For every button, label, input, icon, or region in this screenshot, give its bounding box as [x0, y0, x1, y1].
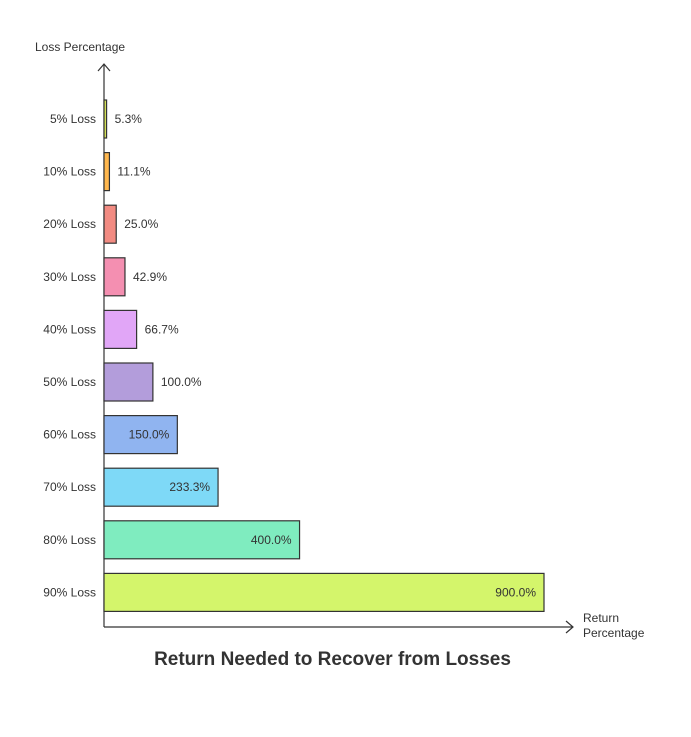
- value-label-1: 11.1%: [117, 165, 150, 179]
- value-label-3: 42.9%: [133, 270, 167, 284]
- x-axis-title-line1: Return: [583, 611, 619, 625]
- category-label-0: 5% Loss: [50, 112, 96, 126]
- value-label-5: 100.0%: [161, 375, 202, 389]
- bar-4: [103, 309, 138, 349]
- chart-title: Return Needed to Recover from Losses: [154, 649, 511, 670]
- bar-1: [103, 152, 111, 192]
- value-label-0: 5.3%: [115, 112, 143, 126]
- value-label-8: 400.0%: [251, 533, 292, 547]
- category-label-5: 50% Loss: [43, 375, 96, 389]
- value-label-9: 900.0%: [495, 585, 536, 599]
- y-axis-arrow: [97, 63, 111, 72]
- category-label-8: 80% Loss: [43, 533, 96, 547]
- bars-group: [103, 99, 545, 613]
- bar-0: [103, 99, 108, 139]
- bar-2: [103, 204, 117, 244]
- bar-5: [103, 362, 154, 402]
- bar-6: [103, 415, 178, 455]
- x-axis-arrow: [565, 620, 574, 634]
- bar-7: [103, 467, 219, 507]
- value-label-4: 66.7%: [145, 322, 179, 336]
- value-label-6: 150.0%: [129, 428, 170, 442]
- category-label-7: 70% Loss: [43, 480, 96, 494]
- category-labels: 5% Loss 10% Loss 20% Loss 30% Loss 40% Loss 5…: [43, 112, 96, 599]
- category-label-9: 90% Loss: [43, 585, 96, 599]
- category-label-4: 40% Loss: [43, 322, 96, 336]
- category-label-3: 30% Loss: [43, 270, 96, 284]
- x-axis-title-line2: Percentage: [583, 626, 645, 640]
- value-label-2: 25.0%: [124, 217, 158, 231]
- value-labels: 5.3% 11.1% 25.0% 42.9% 66.7% 100.0% 150.0% 233.…: [115, 112, 537, 599]
- bar-3: [103, 257, 126, 297]
- y-axis-title: Loss Percentage: [35, 40, 125, 54]
- bar-9: [103, 572, 545, 613]
- category-label-2: 20% Loss: [43, 217, 96, 231]
- value-label-7: 233.3%: [169, 480, 210, 494]
- bar-8: [103, 520, 301, 560]
- category-label-6: 60% Loss: [43, 428, 96, 442]
- category-label-1: 10% Loss: [43, 165, 96, 179]
